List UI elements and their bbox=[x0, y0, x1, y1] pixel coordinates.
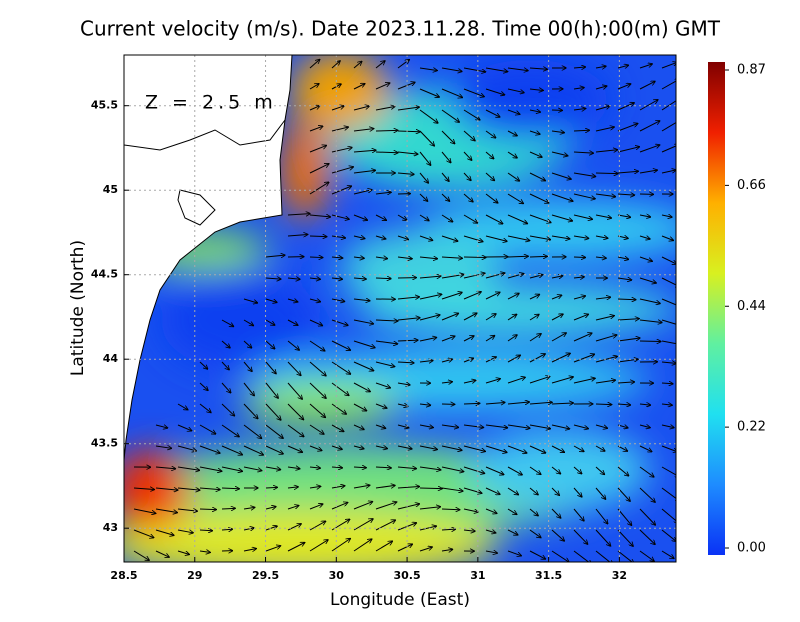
colorbar-tick-label: 0.22 bbox=[737, 420, 766, 435]
flow-arrow bbox=[508, 256, 528, 257]
flow-arrow bbox=[596, 173, 618, 174]
flow-arrow bbox=[464, 403, 480, 404]
y-tick-label: 44 bbox=[103, 352, 119, 365]
x-axis-label: Longitude (East) bbox=[330, 590, 470, 610]
annotation: Z = 2.5 m bbox=[145, 92, 277, 114]
flow-arrow bbox=[398, 131, 420, 132]
flow-arrow bbox=[530, 256, 547, 257]
velocity-field bbox=[100, 50, 700, 580]
flow-arrow bbox=[618, 299, 636, 300]
flow-arrow bbox=[266, 487, 277, 488]
flow-arrow bbox=[420, 488, 442, 489]
y-tick-label: 45.5 bbox=[91, 99, 118, 112]
x-tick-label: 29.5 bbox=[252, 569, 279, 582]
flow-arrow bbox=[376, 130, 398, 131]
flow-arrow bbox=[640, 341, 661, 342]
y-tick-label: 44.5 bbox=[91, 268, 118, 281]
x-tick-label: 30.5 bbox=[394, 569, 421, 582]
colorbar-tick-label: 0.66 bbox=[737, 178, 766, 193]
colorbar-tick-label: 0.87 bbox=[737, 63, 766, 78]
flow-arrow bbox=[310, 257, 323, 258]
flow-arrow bbox=[222, 508, 235, 509]
x-tick-label: 32 bbox=[612, 569, 627, 582]
flow-arrow bbox=[200, 509, 216, 510]
colorbar-tick-label: 0.00 bbox=[737, 541, 766, 556]
x-tick-label: 31 bbox=[470, 569, 485, 582]
x-tick-label: 31.5 bbox=[535, 569, 562, 582]
y-tick-label: 43 bbox=[103, 521, 118, 534]
x-tick-label: 28.5 bbox=[110, 569, 137, 582]
flow-arrow bbox=[310, 236, 327, 237]
y-tick-label: 43.5 bbox=[91, 437, 118, 450]
x-tick-label: 29 bbox=[187, 569, 202, 582]
x-tick-label: 30 bbox=[329, 569, 345, 582]
flow-arrow bbox=[354, 467, 366, 468]
y-tick-label: 45 bbox=[103, 183, 118, 196]
chart-title: Current velocity (m/s). Date 2023.11.28.… bbox=[80, 17, 721, 41]
colorbar-tick-label: 0.44 bbox=[737, 299, 766, 314]
flow-arrow bbox=[596, 404, 611, 405]
colorbar bbox=[708, 62, 725, 555]
flow-arrow bbox=[376, 278, 391, 279]
y-axis-label: Latitude (North) bbox=[68, 240, 88, 376]
